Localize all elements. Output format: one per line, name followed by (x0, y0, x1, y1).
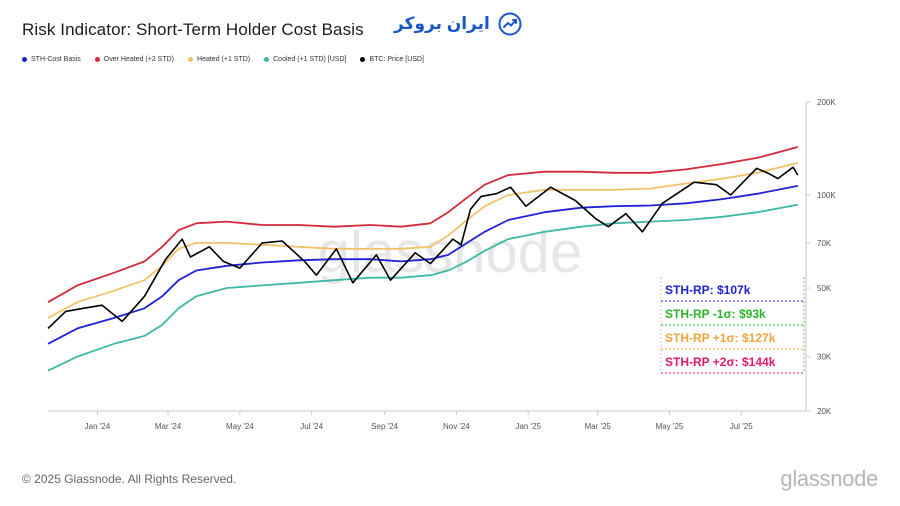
legend-item[interactable]: Over Heated (+2 STD) (94, 56, 175, 63)
legend-swatch (264, 57, 270, 62)
y-tick-label: 20K (817, 407, 832, 416)
annotation-label: STH-RP -1σ: $93k (665, 307, 766, 321)
series-cooled-line (47, 203, 798, 372)
legend-label: Over Heated (+2 STD) (103, 56, 175, 63)
legend-swatch (360, 57, 366, 62)
annotation-label: STH-RP +2σ: $144k (665, 355, 776, 369)
x-tick-label: Jul '24 (300, 422, 323, 431)
series-sth-cost-basis-line (47, 185, 798, 345)
legend-swatch (94, 57, 100, 62)
legend-item[interactable]: Heated (+1 STD) (188, 56, 250, 63)
annotation-label: STH-RP: $107k (665, 283, 751, 297)
brand-text: ایران بروکر (394, 14, 490, 33)
annotation-label: STH-RP +1σ: $127k (665, 331, 776, 345)
y-tick-label: 200K (817, 98, 836, 107)
legend-swatch (22, 57, 27, 62)
x-tick-label: Sep '24 (371, 422, 398, 431)
x-tick-label: Jan '25 (515, 422, 541, 431)
legend-item[interactable]: Cooled (+1 STD) [USD] (264, 56, 346, 63)
x-tick-label: Mar '25 (584, 422, 611, 431)
chart-legend: STH-Cost Basis Over Heated (+2 STD) Heated… (22, 56, 424, 63)
legend-label: BTC: Price [USD] (369, 56, 424, 63)
x-tick-label: Nov '24 (443, 422, 470, 431)
x-tick-label: May '24 (226, 422, 254, 431)
footer-copyright: © 2025 Glassnode. All Rights Reserved. (22, 472, 237, 486)
series-btc-price-line (47, 166, 799, 329)
legend-label: STH-Cost Basis (31, 56, 81, 63)
legend-label: Cooled (+1 STD) [USD] (273, 56, 347, 63)
y-tick-label: 100K (817, 191, 836, 200)
chart-title: Risk Indicator: Short-Term Holder Cost B… (22, 20, 364, 39)
series-over-heated-line (47, 146, 799, 303)
legend-item[interactable]: STH-Cost Basis (22, 56, 81, 63)
legend-label: Heated (+1 STD) (197, 56, 251, 63)
x-tick-label: May '25 (656, 422, 684, 431)
footer-glassnode-logo: glassnode (780, 466, 878, 491)
legend-item[interactable]: BTC: Price [USD] (360, 56, 424, 63)
y-tick-label: 70K (817, 239, 832, 248)
glassnode-watermark: glassnode (318, 220, 582, 285)
y-tick-label: 50K (817, 284, 832, 293)
y-tick-label: 30K (817, 353, 832, 362)
trend-up-icon (498, 12, 522, 36)
legend-swatch (188, 57, 194, 62)
x-tick-label: Mar '24 (155, 422, 182, 431)
x-tick-label: Jan '24 (85, 422, 111, 431)
series-heated-line (47, 162, 799, 319)
brand-watermark: ایران بروکر (394, 12, 522, 36)
x-tick-label: Jul '25 (730, 422, 753, 431)
